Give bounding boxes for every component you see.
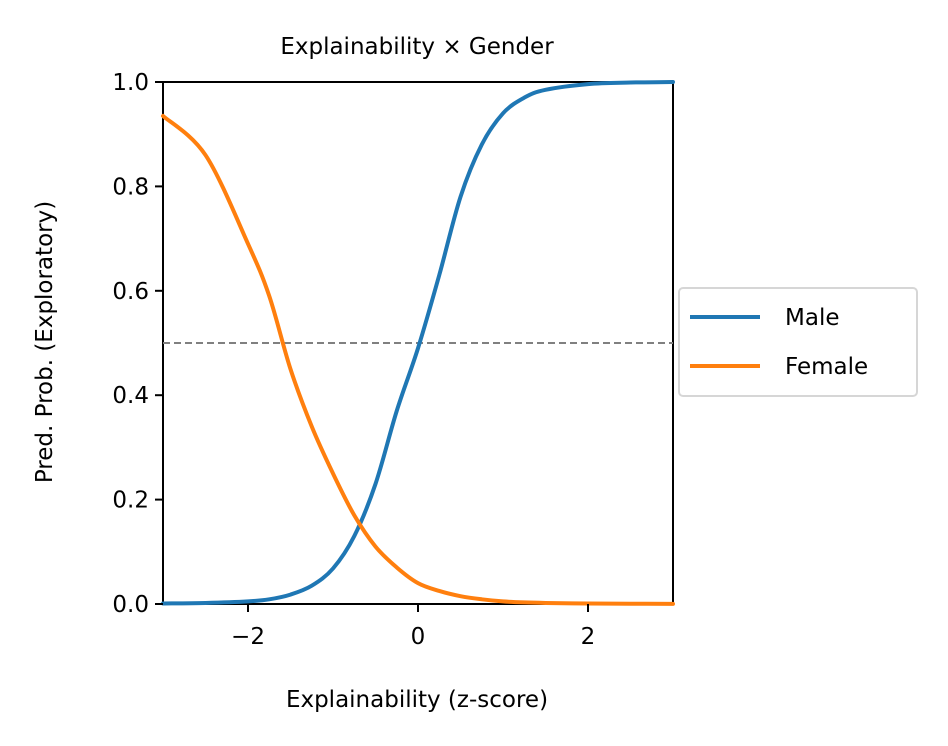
y-tick-label: 0.0 [112, 592, 149, 618]
chart-title: Explainability × Gender [280, 34, 554, 60]
series-line-female [161, 113, 675, 606]
y-axis-label: Pred. Prob. (Exploratory) [32, 201, 58, 483]
x-axis-label: Explainability (z-score) [286, 687, 548, 713]
y-tick-label: 0.4 [112, 383, 149, 409]
x-tick-label: 0 [411, 624, 426, 650]
legend-label-male: Male [785, 305, 839, 331]
legend-label-female: Female [785, 354, 868, 380]
x-tick-label: −2 [231, 624, 265, 650]
y-tick-label: 0.6 [112, 279, 149, 305]
legend: Male Female [678, 287, 918, 397]
y-tick-label: 0.2 [112, 488, 149, 514]
y-tick-label: 0.8 [112, 174, 149, 200]
series-line-male [161, 80, 675, 606]
plot-area: −2 0 2 0.0 0.2 0.4 0.6 0.8 1.0 [112, 70, 675, 650]
x-tick-label: 2 [581, 624, 596, 650]
y-tick-label: 1.0 [112, 70, 149, 96]
